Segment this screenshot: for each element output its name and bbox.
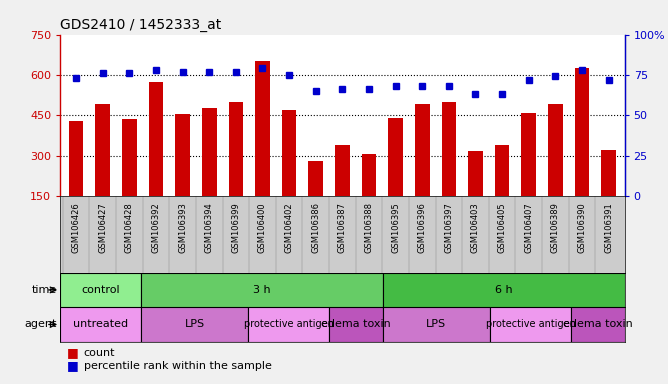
Bar	[335, 145, 349, 196]
Text: GSM106399: GSM106399	[231, 202, 240, 253]
Text: GSM106391: GSM106391	[604, 202, 613, 253]
Text: GSM106388: GSM106388	[365, 202, 373, 253]
Bar	[202, 109, 216, 196]
Text: GSM106403: GSM106403	[471, 202, 480, 253]
Bar	[388, 118, 403, 196]
Bar	[361, 154, 376, 196]
Bar	[574, 68, 589, 196]
Text: LPS: LPS	[426, 319, 446, 329]
Text: count: count	[84, 348, 115, 358]
Bar	[383, 273, 625, 307]
Bar	[282, 110, 297, 196]
Bar	[522, 113, 536, 196]
Bar	[442, 102, 456, 196]
Bar	[141, 273, 383, 307]
Bar	[415, 104, 430, 196]
Bar	[175, 114, 190, 196]
Text: LPS: LPS	[184, 319, 204, 329]
Bar	[329, 307, 383, 342]
Text: GSM106389: GSM106389	[551, 202, 560, 253]
Text: GSM106400: GSM106400	[258, 202, 267, 253]
Bar	[383, 307, 490, 342]
Bar	[309, 161, 323, 196]
Text: GSM106392: GSM106392	[152, 202, 160, 253]
Bar	[60, 307, 141, 342]
Text: control: control	[81, 285, 120, 295]
Bar	[548, 104, 562, 196]
Text: GSM106386: GSM106386	[311, 202, 320, 253]
Bar	[141, 307, 248, 342]
Bar	[255, 61, 270, 196]
Text: GSM106426: GSM106426	[71, 202, 81, 253]
Text: GSM106394: GSM106394	[204, 202, 214, 253]
Text: ■: ■	[67, 346, 79, 359]
Text: GSM106390: GSM106390	[577, 202, 587, 253]
Bar	[60, 273, 141, 307]
Text: edema toxin: edema toxin	[321, 319, 391, 329]
Text: GSM106402: GSM106402	[285, 202, 294, 253]
Text: 3 h: 3 h	[253, 285, 271, 295]
Text: agent: agent	[25, 319, 57, 329]
Bar	[122, 119, 137, 196]
Bar	[468, 152, 483, 196]
Text: ■: ■	[67, 359, 79, 372]
Bar	[495, 145, 510, 196]
Text: edema toxin: edema toxin	[563, 319, 633, 329]
Text: GSM106387: GSM106387	[338, 202, 347, 253]
Text: 6 h: 6 h	[495, 285, 512, 295]
Bar	[149, 82, 163, 196]
Bar	[248, 307, 329, 342]
Text: GSM106407: GSM106407	[524, 202, 533, 253]
Text: protective antigen: protective antigen	[486, 319, 575, 329]
Text: percentile rank within the sample: percentile rank within the sample	[84, 361, 271, 371]
Text: GSM106405: GSM106405	[498, 202, 506, 253]
Bar	[69, 121, 84, 196]
Bar	[490, 307, 571, 342]
Text: untreated: untreated	[73, 319, 128, 329]
Bar	[96, 104, 110, 196]
Text: GSM106427: GSM106427	[98, 202, 108, 253]
Text: GSM106393: GSM106393	[178, 202, 187, 253]
Text: GSM106396: GSM106396	[418, 202, 427, 253]
Bar	[571, 307, 625, 342]
Text: GSM106428: GSM106428	[125, 202, 134, 253]
Text: time: time	[31, 285, 57, 295]
Bar	[228, 102, 243, 196]
Text: protective antigen: protective antigen	[244, 319, 333, 329]
Bar	[601, 150, 616, 196]
Text: GSM106395: GSM106395	[391, 202, 400, 253]
Text: GSM106397: GSM106397	[444, 202, 454, 253]
Text: GDS2410 / 1452333_at: GDS2410 / 1452333_at	[60, 18, 221, 32]
